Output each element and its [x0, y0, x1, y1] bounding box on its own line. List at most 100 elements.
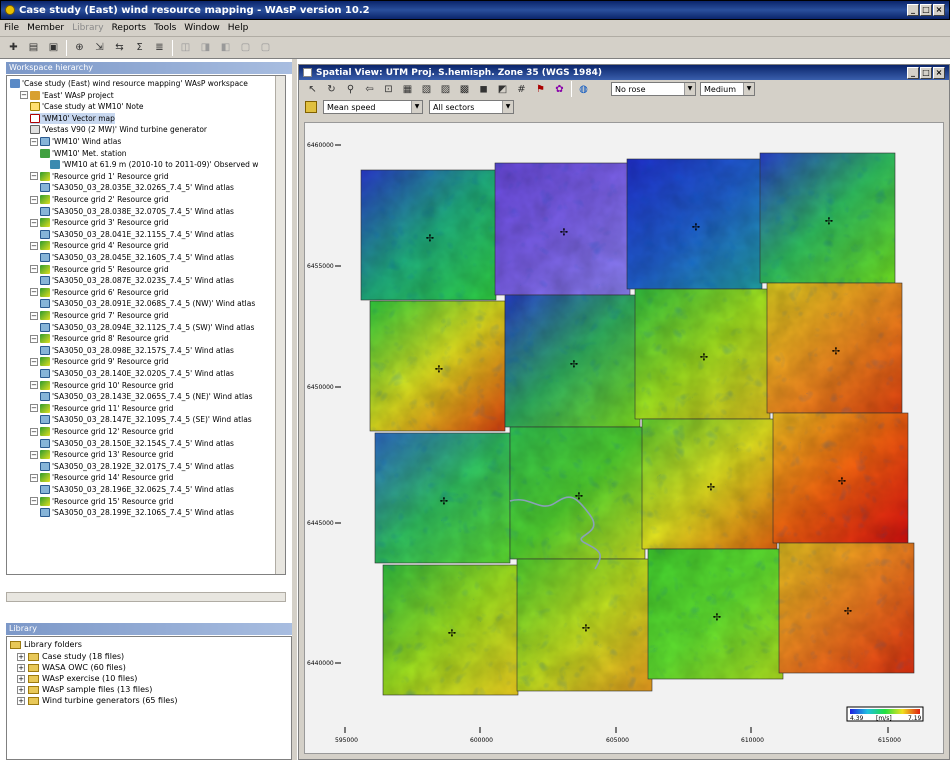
tool-a-icon[interactable]: ◫: [180, 42, 191, 53]
collapse-icon[interactable]: −: [30, 427, 38, 436]
tree-node[interactable]: 'SA3050_03_28.035E_32.026S_7.4_5' Wind a…: [40, 182, 234, 193]
tree-node[interactable]: 'WM10' Vector map: [30, 112, 115, 124]
menu-member[interactable]: Member: [27, 23, 65, 33]
tree-node[interactable]: 'SA3050_03_28.045E_32.160S_7.4_5' Wind a…: [40, 252, 234, 263]
tree-node[interactable]: − 'Resource grid 3' Resource grid: [30, 217, 169, 228]
maximize-button[interactable]: □: [920, 4, 932, 16]
tree-node[interactable]: 'SA3050_03_28.199E_32.106S_7.4_5' Wind a…: [40, 507, 234, 518]
tree-node[interactable]: − 'Resource grid 11' Resource grid: [30, 403, 173, 414]
expand-icon[interactable]: +: [17, 674, 25, 683]
close-button[interactable]: ×: [933, 4, 945, 16]
spatial-close-button[interactable]: ×: [933, 67, 945, 79]
tree-node[interactable]: − 'Resource grid 5' Resource grid: [30, 264, 169, 275]
tree-node[interactable]: 'SA3050_03_28.143E_32.065S_7.4_5 (NE)' W…: [40, 391, 253, 402]
tree-node[interactable]: 'SA3050_03_28.147E_32.109S_7.4_5 (SE)' W…: [40, 414, 252, 425]
collapse-icon[interactable]: −: [30, 381, 38, 390]
layer-f-icon[interactable]: ◩: [497, 83, 508, 95]
turbine-layer-icon[interactable]: ⚑: [536, 83, 545, 95]
collapse-icon[interactable]: −: [30, 450, 38, 459]
menu-window[interactable]: Window: [184, 23, 220, 33]
tree-node[interactable]: 'SA3050_03_28.038E_32.070S_7.4_5' Wind a…: [40, 206, 234, 217]
new-workspace-icon[interactable]: ✚: [9, 42, 18, 53]
library-folder-item[interactable]: + Wind turbine generators (65 files): [17, 695, 178, 706]
collapse-icon[interactable]: −: [30, 241, 38, 250]
collapse-icon[interactable]: −: [30, 357, 38, 366]
collapse-icon[interactable]: −: [30, 334, 38, 343]
zoom-icon[interactable]: ⚲: [346, 83, 355, 95]
library-root[interactable]: Library folders: [10, 639, 82, 650]
tree-node[interactable]: 'SA3050_03_28.192E_32.017S_7.4_5' Wind a…: [40, 461, 234, 472]
tree-node[interactable]: 'SA3050_03_28.140E_32.020S_7.4_5' Wind a…: [40, 368, 234, 379]
menu-tools[interactable]: Tools: [154, 23, 177, 33]
tree-node[interactable]: 'WM10 at 61.9 m (2010-10 to 2011-09)' Ob…: [50, 159, 258, 170]
collapse-icon[interactable]: −: [30, 218, 38, 227]
tool-b-icon[interactable]: ◨: [200, 42, 211, 53]
rotate-icon[interactable]: ↻: [327, 83, 336, 95]
link-icon[interactable]: ⇆: [115, 42, 124, 53]
tree-node[interactable]: 'SA3050_03_28.087E_32.023S_7.4_5' Wind a…: [40, 275, 234, 286]
fit-view-icon[interactable]: ⊡: [384, 83, 393, 95]
sector-select[interactable]: All sectors ▼: [429, 100, 514, 114]
tree-node[interactable]: 'SA3050_03_28.196E_32.062S_7.4_5' Wind a…: [40, 484, 234, 495]
collapse-icon[interactable]: −: [30, 288, 38, 297]
tree-node[interactable]: 'SA3050_03_28.091E_32.068S_7.4_5 (NW)' W…: [40, 298, 255, 309]
library-folder-item[interactable]: + WASA OWC (60 files): [17, 662, 126, 673]
tree-node[interactable]: 'SA3050_03_28.098E_32.157S_7.4_5' Wind a…: [40, 345, 234, 356]
tree-node[interactable]: 'SA3050_03_28.094E_32.112S_7.4_5 (SW)' W…: [40, 322, 254, 333]
spatial-maximize-button[interactable]: □: [920, 67, 932, 79]
library-folder-item[interactable]: + WAsP sample files (13 files): [17, 684, 152, 695]
collapse-icon[interactable]: −: [30, 265, 38, 274]
tool-d-icon[interactable]: ▢: [240, 42, 251, 53]
pointer-icon[interactable]: ↖: [308, 83, 317, 95]
collapse-icon[interactable]: −: [30, 172, 38, 181]
library-tree[interactable]: Library folders + Case study (18 files) …: [6, 636, 292, 760]
library-folder-item[interactable]: + Case study (18 files): [17, 651, 124, 662]
tree-node[interactable]: 'SA3050_03_28.150E_32.154S_7.4_5' Wind a…: [40, 438, 234, 449]
tree-node[interactable]: − 'Resource grid 1' Resource grid: [30, 171, 169, 182]
tree-node[interactable]: − 'Resource grid 13' Resource grid: [30, 449, 173, 460]
layer-d-icon[interactable]: ▩: [459, 83, 470, 95]
expand-icon[interactable]: +: [17, 696, 25, 705]
tree-node[interactable]: − 'Resource grid 7' Resource grid: [30, 310, 169, 321]
variable-select[interactable]: Mean speed ▼: [323, 100, 423, 114]
tree-node[interactable]: − 'Resource grid 2' Resource grid: [30, 194, 169, 205]
wind-resource-map[interactable]: 6460000 6455000 6450000 6445000 6440000 59500…: [305, 123, 945, 755]
tree-node[interactable]: − 'Resource grid 4' Resource grid: [30, 240, 169, 251]
tree-node[interactable]: − 'Resource grid 10' Resource grid: [30, 380, 173, 391]
tool-e-icon[interactable]: ▢: [260, 42, 271, 53]
tool-c-icon[interactable]: ◧: [220, 42, 231, 53]
menu-library[interactable]: Library: [72, 23, 104, 33]
tree-node[interactable]: − 'East' WAsP project: [20, 90, 114, 101]
expand-icon[interactable]: +: [17, 663, 25, 672]
tree-node[interactable]: 'WM10' Met. station: [40, 148, 127, 159]
library-folder-item[interactable]: + WAsP exercise (10 files): [17, 673, 137, 684]
tree-node[interactable]: 'Vestas V90 (2 MW)' Wind turbine generat…: [30, 124, 207, 135]
collapse-icon[interactable]: −: [30, 311, 38, 320]
settings-icon[interactable]: ✿: [555, 83, 564, 95]
report-icon[interactable]: ≣: [155, 42, 164, 53]
save-icon[interactable]: ▣: [48, 42, 59, 53]
layer-a-icon[interactable]: ▦: [402, 83, 413, 95]
import-member-icon[interactable]: ⇲: [95, 42, 104, 53]
tree-horizontal-scrollbar[interactable]: [6, 592, 286, 602]
menu-help[interactable]: Help: [227, 23, 249, 33]
collapse-icon[interactable]: −: [30, 497, 38, 506]
calculate-icon[interactable]: Σ: [136, 42, 143, 53]
tree-node[interactable]: − 'WM10' Wind atlas: [30, 136, 121, 147]
rose-select[interactable]: No rose ▼: [611, 82, 696, 96]
map-canvas[interactable]: 6460000 6455000 6450000 6445000 6440000 59500…: [304, 122, 944, 754]
pane-splitter[interactable]: [292, 59, 297, 760]
workspace-tree[interactable]: 'SA3050_03_28.199E_32.106S_7.4_5' Wind a…: [6, 75, 286, 575]
collapse-icon[interactable]: −: [30, 195, 38, 204]
expand-icon[interactable]: +: [17, 685, 25, 694]
collapse-icon[interactable]: −: [30, 404, 38, 413]
insert-member-icon[interactable]: ⊕: [75, 42, 84, 53]
collapse-icon[interactable]: −: [20, 91, 28, 100]
globe-icon[interactable]: ◍: [579, 83, 588, 95]
spatial-minimize-button[interactable]: _: [907, 67, 919, 79]
layer-b-icon[interactable]: ▧: [421, 83, 432, 95]
tree-node[interactable]: − 'Resource grid 14' Resource grid: [30, 472, 173, 483]
open-workspace-icon[interactable]: ▤: [28, 42, 39, 53]
collapse-icon[interactable]: −: [30, 473, 38, 482]
tree-vertical-scrollbar[interactable]: [275, 76, 285, 574]
